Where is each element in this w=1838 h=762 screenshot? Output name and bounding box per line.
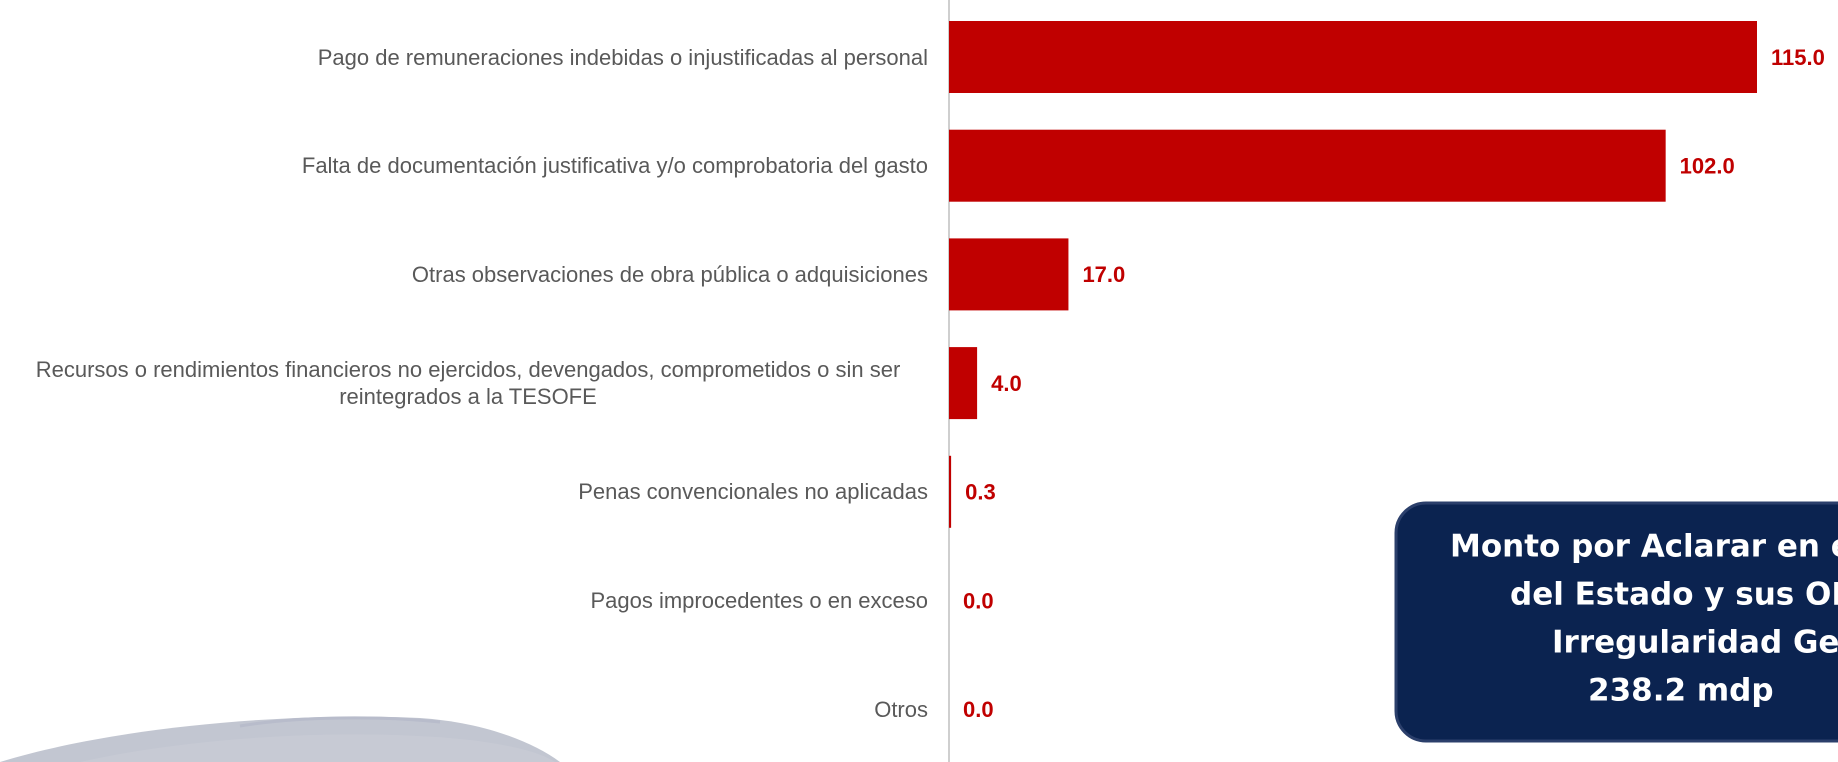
category-label: Otras observaciones de obra pública o ad… [411,261,928,287]
annotation-text: del Estado y sus OF [1510,577,1838,613]
category-label: Pago de remuneraciones indebidas o injus… [317,44,928,70]
value-label: 0.0 [963,697,994,722]
annotation-text: Irregularidad Gen [1552,625,1838,661]
decoration [239,716,441,728]
value-label: 102.0 [1680,154,1735,179]
bar [949,455,952,528]
annotation-box: Monto por Aclarar en e del Estado y sus O… [1394,501,1838,743]
annotation-box-bg [1394,501,1838,743]
category-label: Penas convencionales no aplicadas [578,479,928,505]
annotation-text: Monto por Aclarar en e [1450,529,1838,565]
decoration [80,734,555,762]
bar [949,347,978,420]
category-label: Falta de documentación justificativa y/o… [301,153,928,179]
bar [949,238,1069,311]
category-label: Otros [874,696,928,722]
bar [949,129,1666,202]
category-label: Pagos improcedentes o en exceso [590,588,928,613]
category-label: Recursos o rendimientos financieros no e… [35,357,901,410]
annotation-text: 238.2 mdp [1588,673,1774,709]
value-label: 4.0 [991,371,1022,396]
value-label: 0.0 [963,588,994,613]
value-label: 115.0 [1771,45,1825,70]
value-label: 0.3 [965,480,996,505]
bar [949,21,1757,93]
value-label: 17.0 [1082,262,1125,287]
